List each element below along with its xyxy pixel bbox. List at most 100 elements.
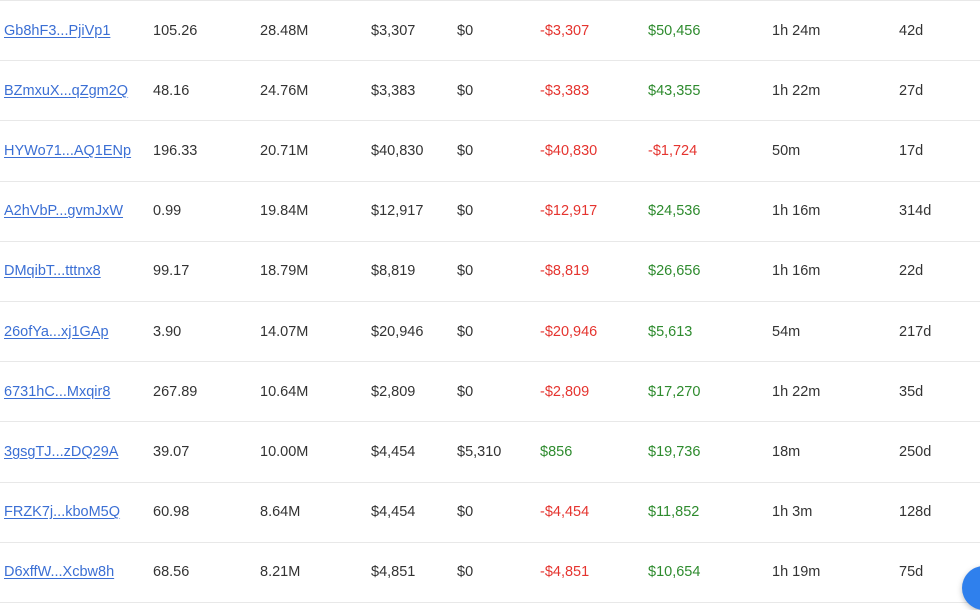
- table-cell-col7: $5,613: [648, 323, 693, 340]
- table-cell-col6: -$4,454: [540, 504, 590, 521]
- table-cell-col3: 8.64M: [260, 504, 301, 521]
- table-cell-col6: -$3,307: [540, 22, 590, 39]
- table-cell-col8: 1h 3m: [772, 504, 813, 521]
- table-cell-col8: 18m: [772, 443, 801, 460]
- table-cell-col2: 60.98: [153, 504, 190, 521]
- table-cell-col3: 20.71M: [260, 142, 309, 159]
- wallet-address-link[interactable]: A2hVbP...gvmJxW: [4, 203, 124, 220]
- wallet-address-link[interactable]: 26ofYa...xj1GAp: [4, 323, 109, 340]
- table-cell-col7: $43,355: [648, 82, 701, 99]
- wallet-address-link[interactable]: 6731hC...Mxqir8: [4, 383, 111, 400]
- table-row: DMqibT...tttnx8 99.17 18.79M $8,819 $0 -$8,81…: [0, 242, 980, 302]
- table-cell-col9: 75d: [899, 564, 924, 581]
- table-cell-col2: 68.56: [153, 564, 190, 581]
- table-cell-col8: 1h 16m: [772, 203, 821, 220]
- floating-action-button[interactable]: [962, 566, 980, 610]
- table-cell-col5: $0: [457, 22, 474, 39]
- table-cell-col4: $20,946: [371, 323, 424, 340]
- table-cell-col5: $0: [457, 263, 474, 280]
- table-cell-col6: $856: [540, 443, 573, 460]
- table-cell-col9: 17d: [899, 142, 924, 159]
- table-cell-col2: 105.26: [153, 22, 198, 39]
- table-cell-col7: $26,656: [648, 263, 701, 280]
- wallet-address-link[interactable]: FRZK7j...kboM5Q: [4, 504, 121, 521]
- table-cell-col6: -$20,946: [540, 323, 598, 340]
- table-row: FRZK7j...kboM5Q 60.98 8.64M $4,454 $0 -$4,454…: [0, 483, 980, 543]
- table-cell-col7: $19,736: [648, 443, 701, 460]
- table-cell-col5: $0: [457, 383, 474, 400]
- table-cell-col3: 10.00M: [260, 443, 309, 460]
- table-cell-col8: 1h 19m: [772, 564, 821, 581]
- table-cell-col4: $4,454: [371, 504, 416, 521]
- table-cell-col9: 42d: [899, 22, 924, 39]
- table-cell-col9: 217d: [899, 323, 932, 340]
- table-cell-col9: 314d: [899, 203, 932, 220]
- table-cell-col4: $40,830: [371, 142, 424, 159]
- table-cell-col9: 22d: [899, 263, 924, 280]
- table-cell-col4: $2,809: [371, 383, 416, 400]
- table-cell-col7: $10,654: [648, 564, 701, 581]
- wallet-address-link[interactable]: BZmxuX...qZgm2Q: [4, 82, 129, 99]
- table-cell-col2: 99.17: [153, 263, 190, 280]
- table-cell-col8: 1h 16m: [772, 263, 821, 280]
- table-cell-col6: -$12,917: [540, 203, 598, 220]
- wallet-address-link[interactable]: Gb8hF3...PjiVp1: [4, 22, 111, 39]
- table-row: 3gsgTJ...zDQ29A 39.07 10.00M $4,454 $5,310 $8…: [0, 422, 980, 483]
- table-cell-col9: 27d: [899, 82, 924, 99]
- table-cell-col9: 128d: [899, 504, 932, 521]
- table-cell-col6: -$8,819: [540, 263, 590, 280]
- table-cell-col2: 0.99: [153, 203, 182, 220]
- table-cell-col5: $0: [457, 82, 474, 99]
- table-cell-col3: 28.48M: [260, 22, 309, 39]
- table-cell-col3: 14.07M: [260, 323, 309, 340]
- table-cell-col5: $5,310: [457, 443, 502, 460]
- wallet-address-link[interactable]: HYWo71...AQ1ENp: [4, 142, 132, 159]
- table-row: 26ofYa...xj1GAp 3.90 14.07M $20,946 $0 -$20,9…: [0, 302, 980, 363]
- table-cell-col6: -$40,830: [540, 142, 598, 159]
- table-cell-col4: $12,917: [371, 203, 424, 220]
- table-cell-col3: 18.79M: [260, 263, 309, 280]
- table-cell-col5: $0: [457, 504, 474, 521]
- table-cell-col6: -$4,851: [540, 564, 590, 581]
- table-cell-col5: $0: [457, 142, 474, 159]
- table-cell-col7: -$1,724: [648, 142, 698, 159]
- table-row: HYWo71...AQ1ENp 196.33 20.71M $40,830 $0 -$40…: [0, 121, 980, 182]
- table-cell-col8: 50m: [772, 142, 801, 159]
- table-cell-col8: 1h 22m: [772, 82, 821, 99]
- table-cell-col6: -$2,809: [540, 383, 590, 400]
- table-cell-col3: 19.84M: [260, 203, 309, 220]
- table-cell-col7: $24,536: [648, 203, 701, 220]
- table-cell-col6: -$3,383: [540, 82, 590, 99]
- table-cell-col9: 35d: [899, 383, 924, 400]
- table-cell-col8: 1h 24m: [772, 22, 821, 39]
- table-cell-col4: $3,307: [371, 22, 416, 39]
- table-cell-col8: 1h 22m: [772, 383, 821, 400]
- table-cell-col5: $0: [457, 323, 474, 340]
- wallet-address-link[interactable]: D6xffW...Xcbw8h: [4, 564, 115, 581]
- table-cell-col8: 54m: [772, 323, 801, 340]
- table-cell-col4: $8,819: [371, 263, 416, 280]
- table-cell-col5: $0: [457, 203, 474, 220]
- table-cell-col2: 39.07: [153, 443, 190, 460]
- wallet-address-link[interactable]: DMqibT...tttnx8: [4, 263, 101, 280]
- table-cell-col2: 48.16: [153, 82, 190, 99]
- table-cell-col3: 10.64M: [260, 383, 309, 400]
- table-cell-col4: $4,851: [371, 564, 416, 581]
- table-cell-col3: 24.76M: [260, 82, 309, 99]
- table-cell-col5: $0: [457, 564, 474, 581]
- table-row: A2hVbP...gvmJxW 0.99 19.84M $12,917 $0 -$12,9…: [0, 182, 980, 242]
- table-cell-col4: $4,454: [371, 443, 416, 460]
- table-cell-col2: 267.89: [153, 383, 198, 400]
- wallet-address-link[interactable]: 3gsgTJ...zDQ29A: [4, 443, 119, 460]
- table-row: BZmxuX...qZgm2Q 48.16 24.76M $3,383 $0 -$3,38…: [0, 61, 980, 122]
- table-cell-col4: $3,383: [371, 82, 416, 99]
- table-row: D6xffW...Xcbw8h 68.56 8.21M $4,851 $0 -$4,851…: [0, 543, 980, 603]
- table-row: Gb8hF3...PjiVp1 105.26 28.48M $3,307 $0 -$3,3…: [0, 1, 980, 62]
- table-cell-col3: 8.21M: [260, 564, 301, 581]
- table-cell-col2: 3.90: [153, 323, 182, 340]
- table-cell-col2: 196.33: [153, 142, 198, 159]
- table-cell-col7: $17,270: [648, 383, 701, 400]
- table-cell-col7: $50,456: [648, 22, 701, 39]
- table-cell-col7: $11,852: [648, 504, 700, 521]
